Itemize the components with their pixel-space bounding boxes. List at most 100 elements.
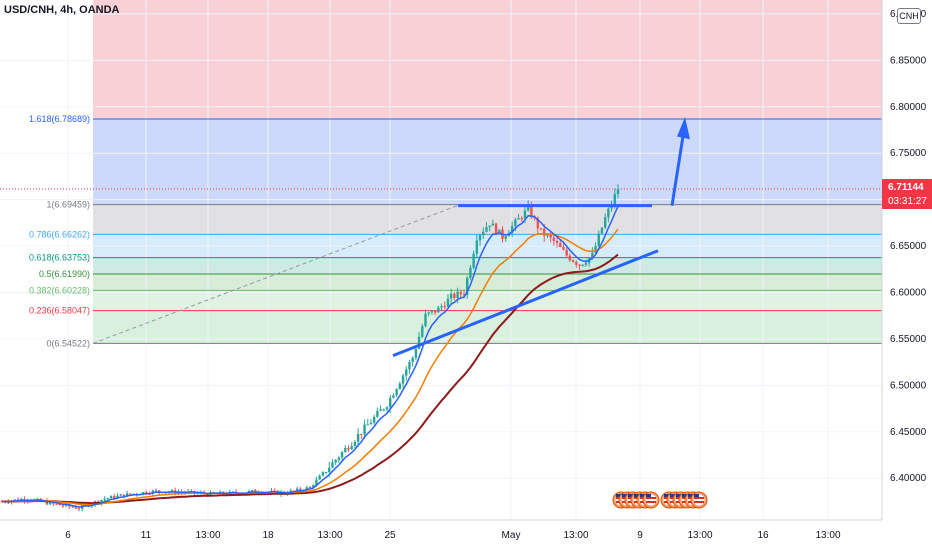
candle-body	[414, 348, 418, 358]
candle-body	[421, 326, 424, 337]
candle-body	[449, 293, 453, 299]
candle-body	[568, 255, 572, 261]
candle-body	[113, 496, 116, 499]
candle-body	[575, 261, 578, 265]
candle-body	[324, 471, 328, 473]
candle-body	[347, 448, 350, 450]
candle-body	[536, 218, 539, 229]
price-tick: 6.85000	[890, 55, 927, 66]
moving-averages	[1, 206, 619, 508]
us-flag-icon	[642, 491, 660, 509]
candle-body	[427, 312, 430, 314]
candle-body	[504, 236, 507, 239]
candle-body	[401, 375, 405, 384]
candle-body	[376, 411, 379, 417]
candle-body	[71, 506, 74, 508]
fib-label: 0.786(6.66262)	[29, 229, 90, 239]
price-tick: 6.50000	[890, 380, 927, 391]
price-axis-bg	[882, 0, 932, 550]
candle-body	[478, 235, 482, 241]
candle-body	[510, 225, 514, 233]
candle-body	[581, 264, 584, 266]
candle-body	[353, 441, 357, 446]
candle-body	[395, 389, 398, 396]
candle-body	[417, 336, 421, 349]
candle-body	[526, 205, 530, 211]
candle-body	[58, 504, 61, 506]
time-tick: 13:00	[317, 530, 342, 541]
candle-body	[106, 498, 110, 500]
candle-body	[607, 208, 610, 218]
candle-body	[616, 189, 620, 195]
price-badge-countdown: 03:31:27	[888, 196, 927, 207]
up-arrow-icon	[677, 117, 690, 140]
candle-body	[305, 487, 308, 491]
fib-label: 0.382(6.60228)	[29, 285, 90, 295]
candle-body	[523, 210, 527, 219]
time-tick: 13:00	[563, 530, 588, 541]
time-tick: 13:00	[815, 530, 840, 541]
candle-body	[549, 234, 552, 238]
candle-body	[565, 249, 568, 256]
candle-body	[562, 247, 565, 250]
price-tick: 6.60000	[890, 288, 927, 299]
candle-body	[74, 507, 77, 509]
candle-body	[517, 218, 520, 220]
time-axis-bg	[0, 520, 932, 550]
candle-body	[382, 409, 385, 411]
candle-body	[430, 310, 434, 313]
ema-mid-line	[2, 228, 619, 506]
candle-body	[443, 306, 446, 308]
candle-body	[119, 494, 122, 496]
candle-body	[559, 243, 562, 248]
price-tick: 6.65000	[890, 241, 927, 252]
symbol-title[interactable]: USD/CNH, 4h, OANDA	[4, 4, 120, 16]
candle-body	[578, 264, 581, 266]
fib-label: 0.5(6.61990)	[39, 269, 90, 279]
time-tick: 18	[262, 530, 274, 541]
candle-body	[328, 467, 331, 472]
candle-body	[337, 457, 341, 460]
grid	[0, 0, 882, 520]
fib-label: 1(6.69459)	[46, 200, 90, 210]
price-tick: 6.80000	[890, 102, 927, 113]
candle-body	[103, 498, 106, 501]
candle-body	[251, 490, 254, 492]
candle-body	[385, 407, 389, 410]
candle-body	[469, 267, 472, 278]
time-tick: 11	[141, 530, 152, 541]
time-tick: 13:00	[687, 530, 712, 541]
ema-fast-line	[1, 206, 619, 508]
arrow-shaft	[670, 129, 686, 206]
time-tick: May	[502, 530, 521, 541]
fib-trend-line	[92, 204, 461, 344]
fib-zone	[93, 290, 882, 311]
candle-body	[446, 298, 450, 307]
candle-body	[494, 223, 498, 234]
candle-body	[613, 194, 616, 205]
candle-body	[520, 218, 523, 220]
candle-body	[437, 307, 440, 313]
time-tick: 13:00	[195, 530, 220, 541]
candle-body	[295, 488, 299, 491]
candle-body	[440, 306, 443, 308]
candle-body	[453, 293, 456, 298]
fib-zone	[93, 0, 882, 119]
currency-button[interactable]: CNH	[897, 8, 921, 24]
candle-body	[488, 225, 491, 228]
candle-body	[398, 383, 402, 390]
candle-body	[555, 240, 559, 244]
fib-lines: 1.618(6.78689) 1(6.69459) 0.786(6.66262) 0.…	[0, 114, 882, 348]
candle-body	[321, 472, 325, 476]
candle-body	[462, 294, 466, 296]
us-flag-icon	[690, 491, 708, 509]
time-tick: 9	[637, 530, 643, 541]
candle-body	[392, 395, 395, 398]
fib-label: 0.236(6.58047)	[29, 306, 90, 316]
candle-body	[154, 490, 158, 492]
time-tick: 6	[65, 530, 71, 541]
candle-body	[312, 485, 315, 488]
candle-body	[84, 504, 87, 506]
